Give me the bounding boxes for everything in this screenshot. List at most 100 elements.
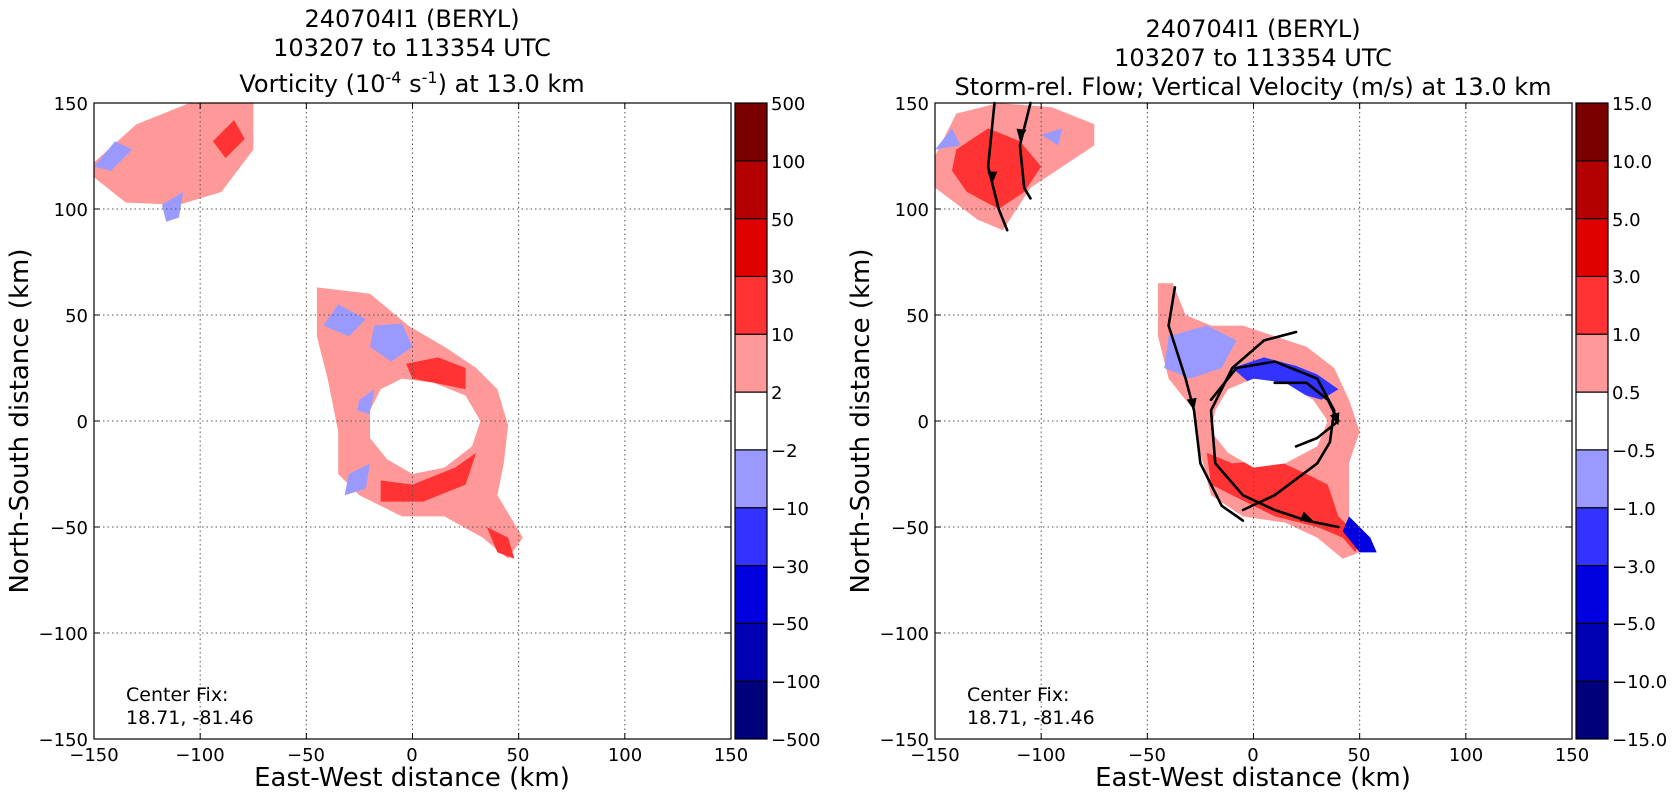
streamline: [1018, 101, 1032, 200]
colorbar-label: 2: [771, 383, 782, 404]
streamline-arrowhead: [1016, 128, 1027, 142]
colorbar-band: [1576, 160, 1608, 220]
colorbar-frame: [1575, 102, 1609, 740]
y-axis-label: North-South distance (km): [5, 248, 35, 593]
y-tick-label: 0: [918, 412, 929, 433]
field-region: [935, 128, 961, 150]
colorbar-label: −1.0: [1612, 499, 1656, 520]
colorbar-label: −100: [771, 672, 820, 693]
y-tick-label: 0: [77, 412, 88, 433]
y-tick-label: −100: [39, 624, 88, 645]
x-axis-label: East-West distance (km): [254, 763, 570, 793]
y-tick-label: 100: [54, 200, 88, 221]
x-tick-label: 150: [714, 745, 748, 766]
title-part-sup1: -4: [386, 68, 402, 87]
colorbar-label: 50: [771, 210, 794, 231]
field-region: [344, 463, 370, 496]
field-region: [1232, 357, 1339, 400]
y-tick-label: −150: [39, 730, 88, 751]
y-tick-label: −150: [880, 730, 929, 751]
colorbar-label: 5.0: [1612, 210, 1641, 231]
field-region: [952, 128, 1042, 209]
title-part-mid: s: [401, 70, 421, 98]
field-region: [406, 357, 466, 390]
streamline: [1209, 330, 1340, 529]
colorbar-labels: 15.0 10.0 5.0 3.0 1.0 0.5 −0.5 −1.0 −3.0…: [1612, 94, 1667, 751]
x-tick-label: −50: [287, 745, 325, 766]
colorbar-label: −50: [771, 614, 809, 635]
colorbar-band: [1576, 507, 1608, 567]
y-tick-label: 150: [54, 94, 88, 115]
colorbar-label: −3.0: [1612, 557, 1656, 578]
center-fix-label: Center Fix:: [126, 684, 228, 706]
x-tick-label: −50: [1128, 745, 1166, 766]
field-region: [1342, 516, 1377, 553]
chart-title-line-1: 240704I1 (BERYL): [304, 5, 519, 33]
colorbar-band: [735, 392, 767, 451]
x-tick-label: −100: [1016, 745, 1065, 766]
title-part-pre: Vorticity (10: [239, 70, 385, 98]
x-tick-label: 100: [1449, 745, 1483, 766]
plot-frame: [934, 102, 1573, 740]
field-region: [323, 304, 366, 337]
field-region: [161, 192, 184, 222]
streamline: [986, 101, 1009, 232]
colorbar-bands: [1576, 103, 1608, 740]
center-fix-coordinates: 18.71, -81.46: [967, 707, 1095, 729]
y-ticks: 150 100 50 0 −50 −100 −150: [39, 94, 88, 751]
field-region: [370, 323, 413, 362]
colorbar-label: −30: [771, 557, 809, 578]
field-region: [94, 141, 133, 171]
field-region: [94, 103, 254, 205]
colorbar-bands: [735, 103, 767, 740]
y-tick-label: 150: [895, 94, 929, 115]
colorbar-label: 10.0: [1612, 152, 1652, 173]
x-ticks: −150 −100 −50 0 50 100 150: [910, 745, 1589, 766]
x-ticks: −150 −100 −50 0 50 100 150: [69, 745, 748, 766]
colorbar-band: [1576, 681, 1608, 740]
streamline-arrowhead: [987, 171, 998, 184]
panel-vorticity: 240704I1 (BERYL) 103207 to 113354 UTC Vo…: [5, 5, 820, 793]
plot-area: [93, 102, 732, 740]
colorbar-label: −10: [771, 499, 809, 520]
field-region: [486, 527, 515, 559]
y-tick-label: 100: [895, 200, 929, 221]
streamline: [1209, 360, 1336, 512]
colorbar-band: [735, 449, 767, 509]
colorbar-band: [735, 507, 767, 567]
colorbar-label: −10.0: [1612, 672, 1667, 693]
y-tick-label: 50: [906, 306, 929, 327]
y-tick-label: −50: [50, 518, 88, 539]
chart-title-line-3: Storm-rel. Flow; Vertical Velocity (m/s)…: [955, 73, 1552, 101]
colorbar-label: 500: [771, 94, 805, 115]
colorbar-label: −0.5: [1612, 441, 1656, 462]
colorbar-band: [1576, 276, 1608, 335]
colorbar-frame: [734, 102, 768, 740]
field-region: [1041, 128, 1063, 146]
colorbar: 15.0 10.0 5.0 3.0 1.0 0.5 −0.5 −1.0 −3.0…: [1575, 94, 1667, 751]
colorbar-band: [735, 276, 767, 335]
colorbar: 500 100 50 30 10 2 −2 −10 −30 −50 −100 −…: [734, 94, 820, 751]
colorbar-label: −5.0: [1612, 614, 1656, 635]
x-tick-label: 50: [507, 745, 530, 766]
plot-frame: [93, 102, 732, 740]
colorbar-label: 1.0: [1612, 325, 1641, 346]
y-axis-label: North-South distance (km): [846, 248, 876, 593]
streamline-layer: [986, 101, 1340, 529]
colorbar-label: 30: [771, 267, 794, 288]
field-region: [370, 378, 481, 474]
colorbar-label: 3.0: [1612, 267, 1641, 288]
colorbar-band: [735, 160, 767, 220]
chart-title-line-1: 240704I1 (BERYL): [1145, 15, 1360, 43]
center-fix-label: Center Fix:: [967, 684, 1069, 706]
streamline-arrowhead: [1186, 397, 1197, 411]
x-tick-label: −100: [175, 745, 224, 766]
colorbar-band: [1576, 218, 1608, 277]
chart-title-line-2: 103207 to 113354 UTC: [273, 34, 551, 62]
colorbar-band: [735, 103, 767, 162]
colorbar-band: [735, 623, 767, 682]
colorbar-band: [1576, 565, 1608, 624]
field-region: [357, 389, 375, 415]
colorbar-band: [1576, 103, 1608, 162]
